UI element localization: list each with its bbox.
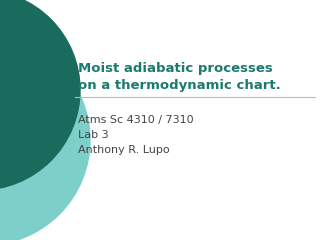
Text: Atms Sc 4310 / 7310
Lab 3
Anthony R. Lupo: Atms Sc 4310 / 7310 Lab 3 Anthony R. Lup… [78,115,194,155]
Text: Moist adiabatic processes
on a thermodynamic chart.: Moist adiabatic processes on a thermodyn… [78,62,281,92]
Circle shape [0,0,80,190]
Circle shape [0,35,90,240]
